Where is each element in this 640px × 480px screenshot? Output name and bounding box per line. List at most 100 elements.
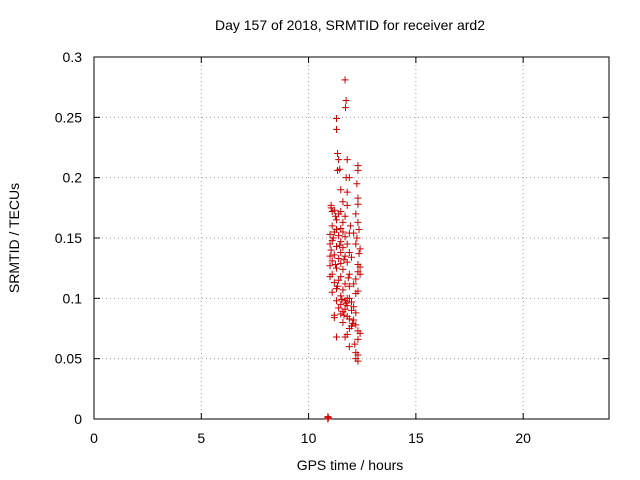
grid-lines (94, 57, 609, 419)
data-point (339, 218, 347, 226)
data-point (336, 241, 344, 249)
data-point (339, 265, 347, 273)
y-tick-label: 0.2 (63, 170, 83, 186)
plot-frame (93, 56, 610, 420)
y-tick-label: 0.25 (55, 109, 82, 125)
data-point (328, 222, 336, 230)
y-tick-label: 0.05 (55, 351, 82, 367)
tick-marks (93, 56, 609, 420)
data-point (341, 333, 349, 341)
data-point (330, 251, 338, 259)
x-tick-label: 15 (408, 430, 424, 446)
data-point (343, 240, 351, 248)
data-point (341, 104, 349, 112)
data-points (324, 76, 364, 423)
data-point (339, 286, 347, 294)
data-point (337, 224, 345, 232)
data-point (345, 325, 353, 332)
data-point (326, 252, 334, 260)
data-point (348, 298, 355, 306)
data-point (340, 256, 348, 264)
data-point (332, 125, 340, 133)
x-tick-label: 5 (197, 430, 205, 446)
data-point (329, 234, 337, 242)
data-point (351, 340, 359, 348)
data-point (332, 216, 340, 224)
data-point (356, 245, 364, 253)
data-point (332, 333, 340, 341)
data-point (346, 222, 354, 230)
data-point (335, 276, 343, 284)
data-point (352, 309, 360, 317)
data-point (348, 253, 355, 261)
data-point (331, 212, 339, 220)
data-point (353, 234, 361, 242)
data-point (354, 200, 362, 208)
data-point (345, 270, 353, 278)
data-point (350, 316, 358, 324)
y-tick-label: 0.3 (63, 49, 83, 65)
data-point (337, 259, 345, 267)
data-point (341, 212, 349, 220)
data-point (350, 280, 358, 288)
data-point (334, 150, 342, 158)
data-point (339, 198, 347, 206)
data-point (354, 194, 362, 202)
x-axis-label: GPS time / hours (297, 457, 404, 473)
data-point (343, 156, 351, 164)
data-point (356, 263, 364, 271)
data-point (356, 270, 364, 278)
data-point (342, 96, 350, 104)
data-point (328, 257, 336, 265)
data-point (328, 288, 336, 296)
y-axis-label: SRMTID / TECUs (6, 183, 22, 293)
data-point (332, 242, 340, 250)
data-point (331, 261, 339, 269)
data-point (352, 275, 360, 283)
data-point (340, 311, 348, 319)
y-tick-label: 0.15 (55, 230, 82, 246)
data-point (330, 314, 338, 322)
tick-labels: 0 5 10 15 20 0 0.05 0.1 0.15 0.2 0.25 0.3 (55, 49, 531, 446)
data-point (354, 335, 362, 343)
data-point (339, 318, 347, 326)
data-point (343, 188, 351, 196)
data-point (337, 310, 345, 318)
x-tick-label: 0 (90, 430, 98, 446)
data-point (332, 264, 340, 272)
data-point (335, 156, 343, 164)
data-point (345, 315, 353, 323)
y-tick-label: 0 (74, 411, 82, 427)
data-point (334, 166, 342, 174)
data-point (355, 226, 363, 234)
data-point (353, 180, 361, 188)
data-point (341, 233, 349, 241)
chart-title: Day 157 of 2018, SRMTID for receiver ard… (215, 17, 485, 33)
data-point (350, 303, 358, 311)
data-point (330, 279, 338, 287)
data-point (341, 280, 349, 288)
data-point (337, 300, 345, 308)
data-point (341, 252, 349, 260)
data-point (356, 329, 364, 337)
data-point (342, 299, 350, 307)
y-tick-label: 0.1 (63, 290, 83, 306)
data-point (326, 273, 334, 281)
data-point (345, 248, 353, 256)
data-point (335, 304, 343, 312)
data-point (352, 210, 360, 218)
x-tick-label: 20 (515, 430, 531, 446)
data-point (338, 296, 346, 304)
data-point (337, 292, 345, 300)
data-point (352, 240, 360, 248)
data-point (332, 115, 340, 123)
data-point (326, 240, 334, 248)
data-point (341, 76, 349, 84)
data-point (332, 297, 340, 305)
data-point (334, 282, 342, 290)
data-point (345, 282, 353, 290)
data-point (327, 246, 335, 254)
data-point (330, 228, 338, 236)
data-point (324, 414, 332, 422)
